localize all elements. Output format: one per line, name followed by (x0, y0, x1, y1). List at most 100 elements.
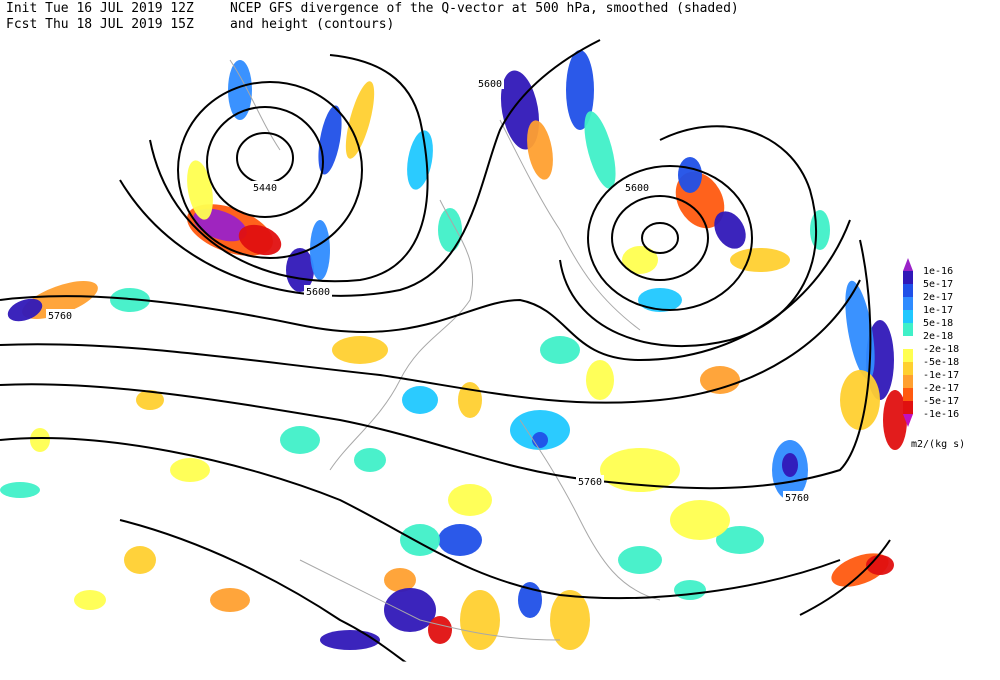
shade-blob (730, 248, 790, 272)
shade-blob (618, 546, 662, 574)
shade-blob (438, 208, 462, 252)
shade-blob (238, 224, 282, 256)
shade-blob (170, 458, 210, 482)
contour-label-bg (576, 475, 604, 487)
coastlines (229, 59, 661, 641)
colorbar-label: -2e-18 (923, 344, 959, 355)
shade-blob (384, 568, 416, 592)
colorbar-box (903, 401, 913, 414)
shade-blob (332, 336, 388, 364)
colorbar-label: 2e-17 (923, 292, 953, 303)
contour-label: 5760 (578, 477, 602, 488)
shade-blob (883, 390, 907, 450)
contour-label: 5600 (306, 287, 330, 298)
colorbar-box (903, 362, 913, 375)
shade-blob (428, 616, 452, 644)
colorbar-label: 1e-16 (923, 266, 953, 277)
shade-blob (318, 105, 342, 175)
shade-blob (638, 288, 682, 312)
colorbar-box (903, 297, 913, 310)
contour-label-bg (251, 181, 279, 193)
shade-blob (280, 426, 320, 454)
shade-blob (584, 111, 616, 189)
shade-blob (678, 157, 702, 193)
height-contours (0, 39, 891, 662)
shade-blob (670, 500, 730, 540)
contour-label: 5600 (478, 79, 502, 90)
shade-blob (840, 370, 880, 430)
contour-label: 5760 (785, 493, 809, 504)
colorbar-label: -1e-16 (923, 409, 959, 420)
shade-blob (30, 428, 50, 452)
colorbar-label: -5e-18 (923, 357, 959, 368)
colorbar-box (903, 388, 913, 401)
shade-blob (210, 588, 250, 612)
colorbar-box (903, 323, 913, 336)
shade-blob (674, 580, 706, 600)
shade-blob (345, 81, 375, 159)
shade-blob (700, 366, 740, 394)
contour-label-bg (46, 309, 74, 321)
shade-blob (782, 453, 798, 477)
shade-blob (586, 360, 614, 400)
colorbar-box (903, 284, 913, 297)
shade-blob (540, 336, 580, 364)
colorbar-label: 2e-18 (923, 331, 953, 342)
colorbar-box (903, 336, 913, 349)
shade-blob (187, 160, 213, 220)
shade-blob (74, 590, 106, 610)
shade-blob (845, 280, 875, 380)
shade-blob (402, 386, 438, 414)
contour-label: 5760 (48, 311, 72, 322)
shade-blob (810, 210, 830, 250)
shade-blob (510, 410, 570, 450)
colorbar-label: -5e-17 (923, 396, 959, 407)
colorbar-arrow (903, 258, 913, 271)
colorbar-unit: m2/(kg s) (911, 439, 965, 450)
shade-blob (600, 448, 680, 492)
contour-label-bg (623, 181, 651, 193)
colorbar-box (903, 375, 913, 388)
contour-labels: 5440 5600 5600 5600 5760 5760 5760 (46, 77, 811, 504)
shade-blob (460, 590, 500, 650)
shade-blob (7, 298, 43, 322)
title: NCEP GFS divergence of the Q-vector at 5… (230, 1, 739, 16)
contour-label: 5440 (253, 183, 277, 194)
colorbar-label: 1e-17 (923, 305, 953, 316)
contour-label-bg (304, 285, 332, 297)
shade-blob (407, 130, 433, 190)
colorbar-label: 5e-18 (923, 318, 953, 329)
colorbar-label: 5e-17 (923, 279, 953, 290)
shade-blob (550, 590, 590, 650)
shade-blob (0, 482, 40, 498)
contour-label-bg (783, 491, 811, 503)
colorbar: 1e-16 5e-17 2e-17 1e-17 5e-18 2e-18 -2e-18 -5e-… (903, 258, 965, 450)
shade-blob (566, 50, 594, 130)
colorbar-label: -2e-17 (923, 383, 959, 394)
colorbar-box (903, 310, 913, 323)
colorbar-arrow (903, 414, 913, 427)
shade-blob (438, 524, 482, 556)
shade-blob (124, 546, 156, 574)
shade-blob (136, 390, 164, 410)
shade-blob (286, 248, 314, 292)
shade-blob (448, 484, 492, 516)
colorbar-label: -1e-17 (923, 370, 959, 381)
shade-blob (532, 432, 548, 448)
shade-blob (320, 630, 380, 650)
shade-blob (866, 555, 894, 575)
forecast-text: Fcst Thu 18 JUL 2019 15Z (6, 17, 194, 32)
colorbar-box (903, 349, 913, 362)
shade-blob (354, 448, 386, 472)
init-text: Init Tue 16 JUL 2019 12Z (6, 1, 194, 16)
contour-label: 5600 (625, 183, 649, 194)
shade-blob (527, 120, 553, 180)
shade-blob (310, 220, 330, 280)
contour-label-bg (476, 77, 504, 89)
shade-blob (228, 60, 252, 120)
colorbar-box (903, 271, 913, 284)
shade-blob (716, 526, 764, 554)
shade-blob (622, 246, 658, 274)
